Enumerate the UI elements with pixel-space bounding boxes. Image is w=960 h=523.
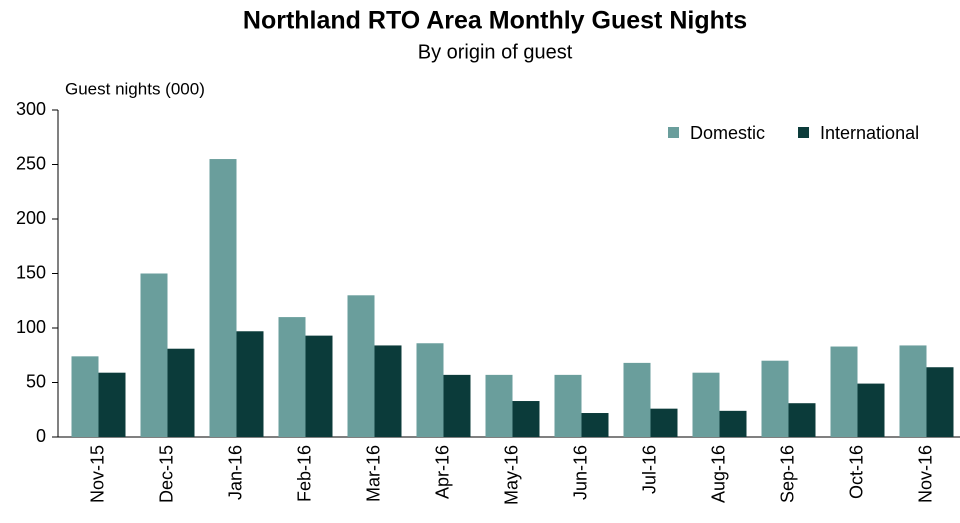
bar [788, 403, 816, 437]
bar [236, 331, 264, 437]
chart-title: Northland RTO Area Monthly Guest Nights [243, 7, 747, 35]
bar [71, 356, 99, 437]
bar [623, 362, 651, 437]
bar [209, 159, 237, 438]
bar [374, 345, 402, 437]
y-tick-label: 100 [16, 317, 46, 337]
bar [926, 367, 954, 437]
bar [305, 335, 333, 437]
legend-swatch [798, 127, 810, 138]
y-tick-label: 50 [26, 371, 46, 391]
y-tick-label: 150 [16, 262, 46, 282]
x-tick-label: Sep-16 [777, 445, 797, 503]
bar [554, 374, 582, 437]
x-tick-label: Aug-16 [708, 445, 728, 503]
x-tick-label: Apr-16 [432, 445, 452, 499]
legend-swatch [668, 127, 679, 138]
chart-subtitle: By origin of guest [418, 41, 573, 63]
bar [443, 374, 471, 437]
bar [899, 345, 927, 437]
bar [416, 343, 444, 437]
x-tick-label: Jan-16 [225, 445, 245, 500]
x-tick-label: Nov-15 [87, 445, 107, 503]
bar [512, 401, 540, 437]
x-tick-label: Jun-16 [570, 445, 590, 500]
y-tick-label: 0 [36, 426, 46, 446]
bar [692, 372, 720, 437]
y-axis-label: Guest nights (000) [65, 79, 205, 98]
bar [650, 408, 678, 437]
x-tick-label: Oct-16 [846, 445, 866, 499]
bar [98, 372, 126, 437]
x-tick-label: Dec-15 [156, 445, 176, 503]
bar [485, 374, 513, 437]
bar [140, 273, 168, 437]
x-tick-label: Nov-16 [915, 445, 935, 503]
bar [719, 410, 747, 437]
y-tick-label: 250 [16, 153, 46, 173]
bar [830, 346, 858, 437]
bar [581, 413, 609, 437]
bar [761, 360, 789, 437]
x-tick-label: Mar-16 [363, 445, 383, 502]
x-tick-label: Feb-16 [294, 445, 314, 502]
x-tick-label: Jul-16 [639, 445, 659, 494]
bar [347, 295, 375, 437]
bar [857, 383, 885, 437]
y-tick-label: 200 [16, 208, 46, 228]
y-tick-label: 300 [16, 99, 46, 119]
bar [278, 317, 306, 437]
x-tick-label: May-16 [501, 445, 521, 505]
legend-label: International [820, 123, 919, 143]
legend-label: Domestic [690, 123, 765, 143]
bar [167, 348, 195, 437]
